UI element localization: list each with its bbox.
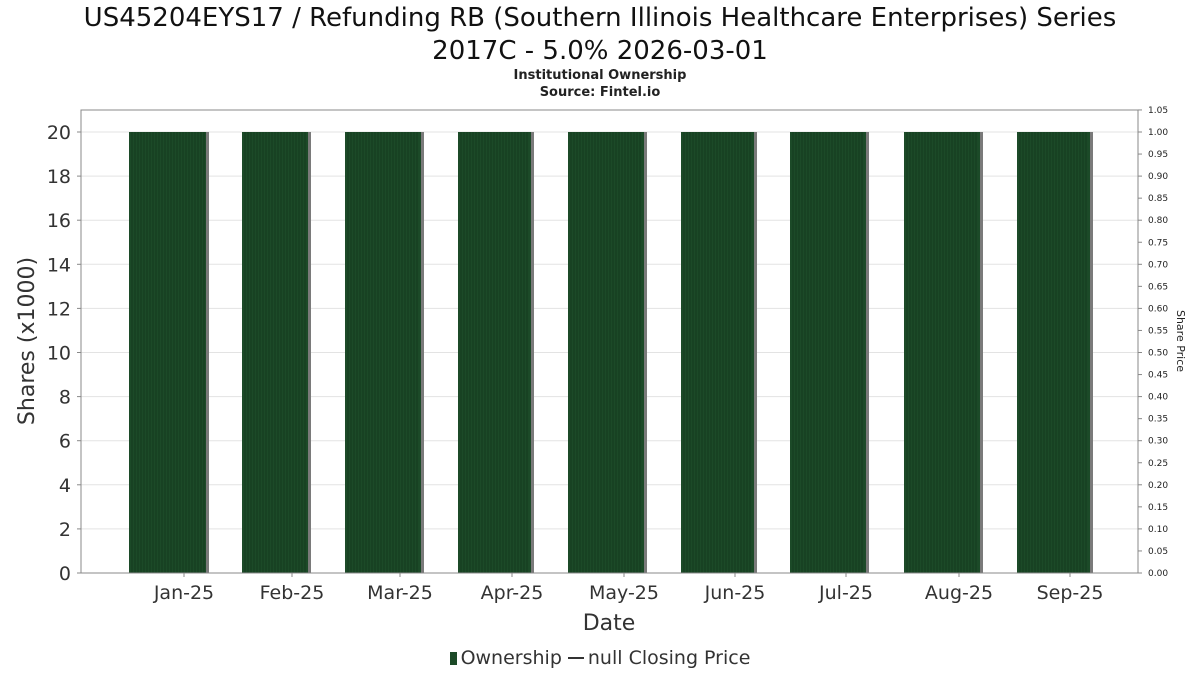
price-legend-line xyxy=(567,657,584,659)
x-tick-label: Jan-25 xyxy=(153,582,214,604)
ownership-bar xyxy=(681,132,757,573)
y2-tick-label: 0.25 xyxy=(1148,459,1168,469)
y-tick-label: 20 xyxy=(47,122,71,144)
plot-frame xyxy=(80,109,1139,574)
y-tick-label: 0 xyxy=(59,563,71,585)
x-axis-label: Date xyxy=(583,611,636,636)
y2-tick-label: 0.50 xyxy=(1148,349,1168,359)
x-tick-label: Mar-25 xyxy=(367,582,433,604)
ownership-legend-swatch xyxy=(449,652,457,665)
y2-axis-label: Share Price xyxy=(1174,310,1187,372)
y-tick-label: 6 xyxy=(59,431,71,453)
ownership-bar-body xyxy=(345,132,421,573)
y2-tick-label: 0.30 xyxy=(1148,437,1168,447)
y-tick-label: 2 xyxy=(59,519,71,541)
ownership-bar xyxy=(129,132,209,573)
y2-axis: 0.00 0.05 0.10 0.15 0.20 0.25 0.30 0.35 0.40 0.45… xyxy=(1138,106,1168,579)
y-tick-label: 8 xyxy=(59,387,71,409)
price-legend-label: null Closing Price xyxy=(587,647,751,669)
ownership-bar-body xyxy=(904,132,980,573)
ownership-bar-body xyxy=(458,132,531,573)
y2-tick-label: 0.55 xyxy=(1148,326,1168,336)
ownership-bar xyxy=(1017,132,1093,573)
ownership-bar-edge xyxy=(980,132,983,573)
y2-tick-label: 0.90 xyxy=(1148,172,1168,182)
y-axis: 0 2 4 6 8 10 12 14 16 18 20 xyxy=(47,122,81,585)
x-axis: Jan-25 Feb-25 Mar-25 Apr-25 May-25 Jun-25 Jul-… xyxy=(153,573,1104,604)
y2-tick-label: 0.40 xyxy=(1148,393,1168,403)
y-tick-label: 12 xyxy=(47,298,71,320)
y2-tick-label: 0.20 xyxy=(1148,481,1168,491)
y-tick-label: 16 xyxy=(47,210,71,232)
y2-tick-label: 1.05 xyxy=(1148,106,1168,116)
ownership-bar-edge xyxy=(1090,132,1093,573)
y2-tick-label: 0.00 xyxy=(1148,569,1168,579)
y2-tick-label: 0.60 xyxy=(1148,304,1168,314)
ownership-bar xyxy=(790,132,869,573)
x-tick-label: Apr-25 xyxy=(481,582,544,604)
ownership-bar xyxy=(458,132,534,573)
x-tick-label: Sep-25 xyxy=(1037,582,1104,604)
ownership-bar-edge xyxy=(421,132,424,573)
y2-tick-label: 0.10 xyxy=(1148,525,1168,535)
ownership-bar-edge xyxy=(866,132,869,573)
y2-tick-label: 0.15 xyxy=(1148,503,1168,513)
y2-tick-label: 0.45 xyxy=(1148,371,1168,381)
chart-subtitle: Institutional Ownership xyxy=(513,68,687,83)
ownership-bar-body xyxy=(790,132,866,573)
x-tick-label: Jun-25 xyxy=(704,582,766,604)
y2-tick-label: 0.65 xyxy=(1148,282,1168,292)
y2-tick-label: 1.00 xyxy=(1148,128,1168,138)
chart-title-line-2: 2017C - 5.0% 2026-03-01 xyxy=(432,36,768,66)
chart-source: Source: Fintel.io xyxy=(539,85,661,100)
ownership-bar xyxy=(904,132,983,573)
ownership-bar-edge xyxy=(644,132,647,573)
ownership-bar-edge xyxy=(531,132,534,573)
y2-tick-label: 0.05 xyxy=(1148,547,1168,557)
ownership-bar xyxy=(568,132,647,573)
ownership-bar-body xyxy=(568,132,644,573)
ownership-bar-body xyxy=(681,132,754,573)
y2-tick-label: 0.80 xyxy=(1148,216,1168,226)
x-tick-label: Feb-25 xyxy=(260,582,325,604)
y2-tick-label: 0.70 xyxy=(1148,260,1168,270)
y2-tick-label: 0.85 xyxy=(1148,194,1168,204)
ownership-bar-edge xyxy=(754,132,757,573)
y-tick-label: 4 xyxy=(59,475,71,497)
ownership-bar-edge xyxy=(308,132,311,573)
ownership-legend-label: Ownership xyxy=(460,647,562,669)
x-tick-label: Jul-25 xyxy=(818,582,873,604)
x-tick-label: Aug-25 xyxy=(925,582,993,604)
ownership-bar-body xyxy=(129,132,206,573)
y-axis-label: Shares (x1000) xyxy=(15,257,40,425)
y-tick-label: 10 xyxy=(47,343,71,365)
legend: Ownership null Closing Price xyxy=(0,647,1200,669)
chart-title-line-1: US45204EYS17 / Refunding RB (Southern Il… xyxy=(83,3,1117,33)
y-tick-label: 18 xyxy=(47,166,71,188)
ownership-bar-body xyxy=(1017,132,1090,573)
y-tick-label: 14 xyxy=(47,254,71,276)
y2-tick-label: 0.35 xyxy=(1148,415,1168,425)
ownership-bar xyxy=(242,132,311,573)
ownership-bar xyxy=(345,132,424,573)
ownership-bar-edge xyxy=(206,132,209,573)
x-tick-label: May-25 xyxy=(589,582,659,604)
bar-layer xyxy=(129,132,1093,573)
y2-tick-label: 0.95 xyxy=(1148,150,1168,160)
y2-tick-label: 0.75 xyxy=(1148,238,1168,248)
